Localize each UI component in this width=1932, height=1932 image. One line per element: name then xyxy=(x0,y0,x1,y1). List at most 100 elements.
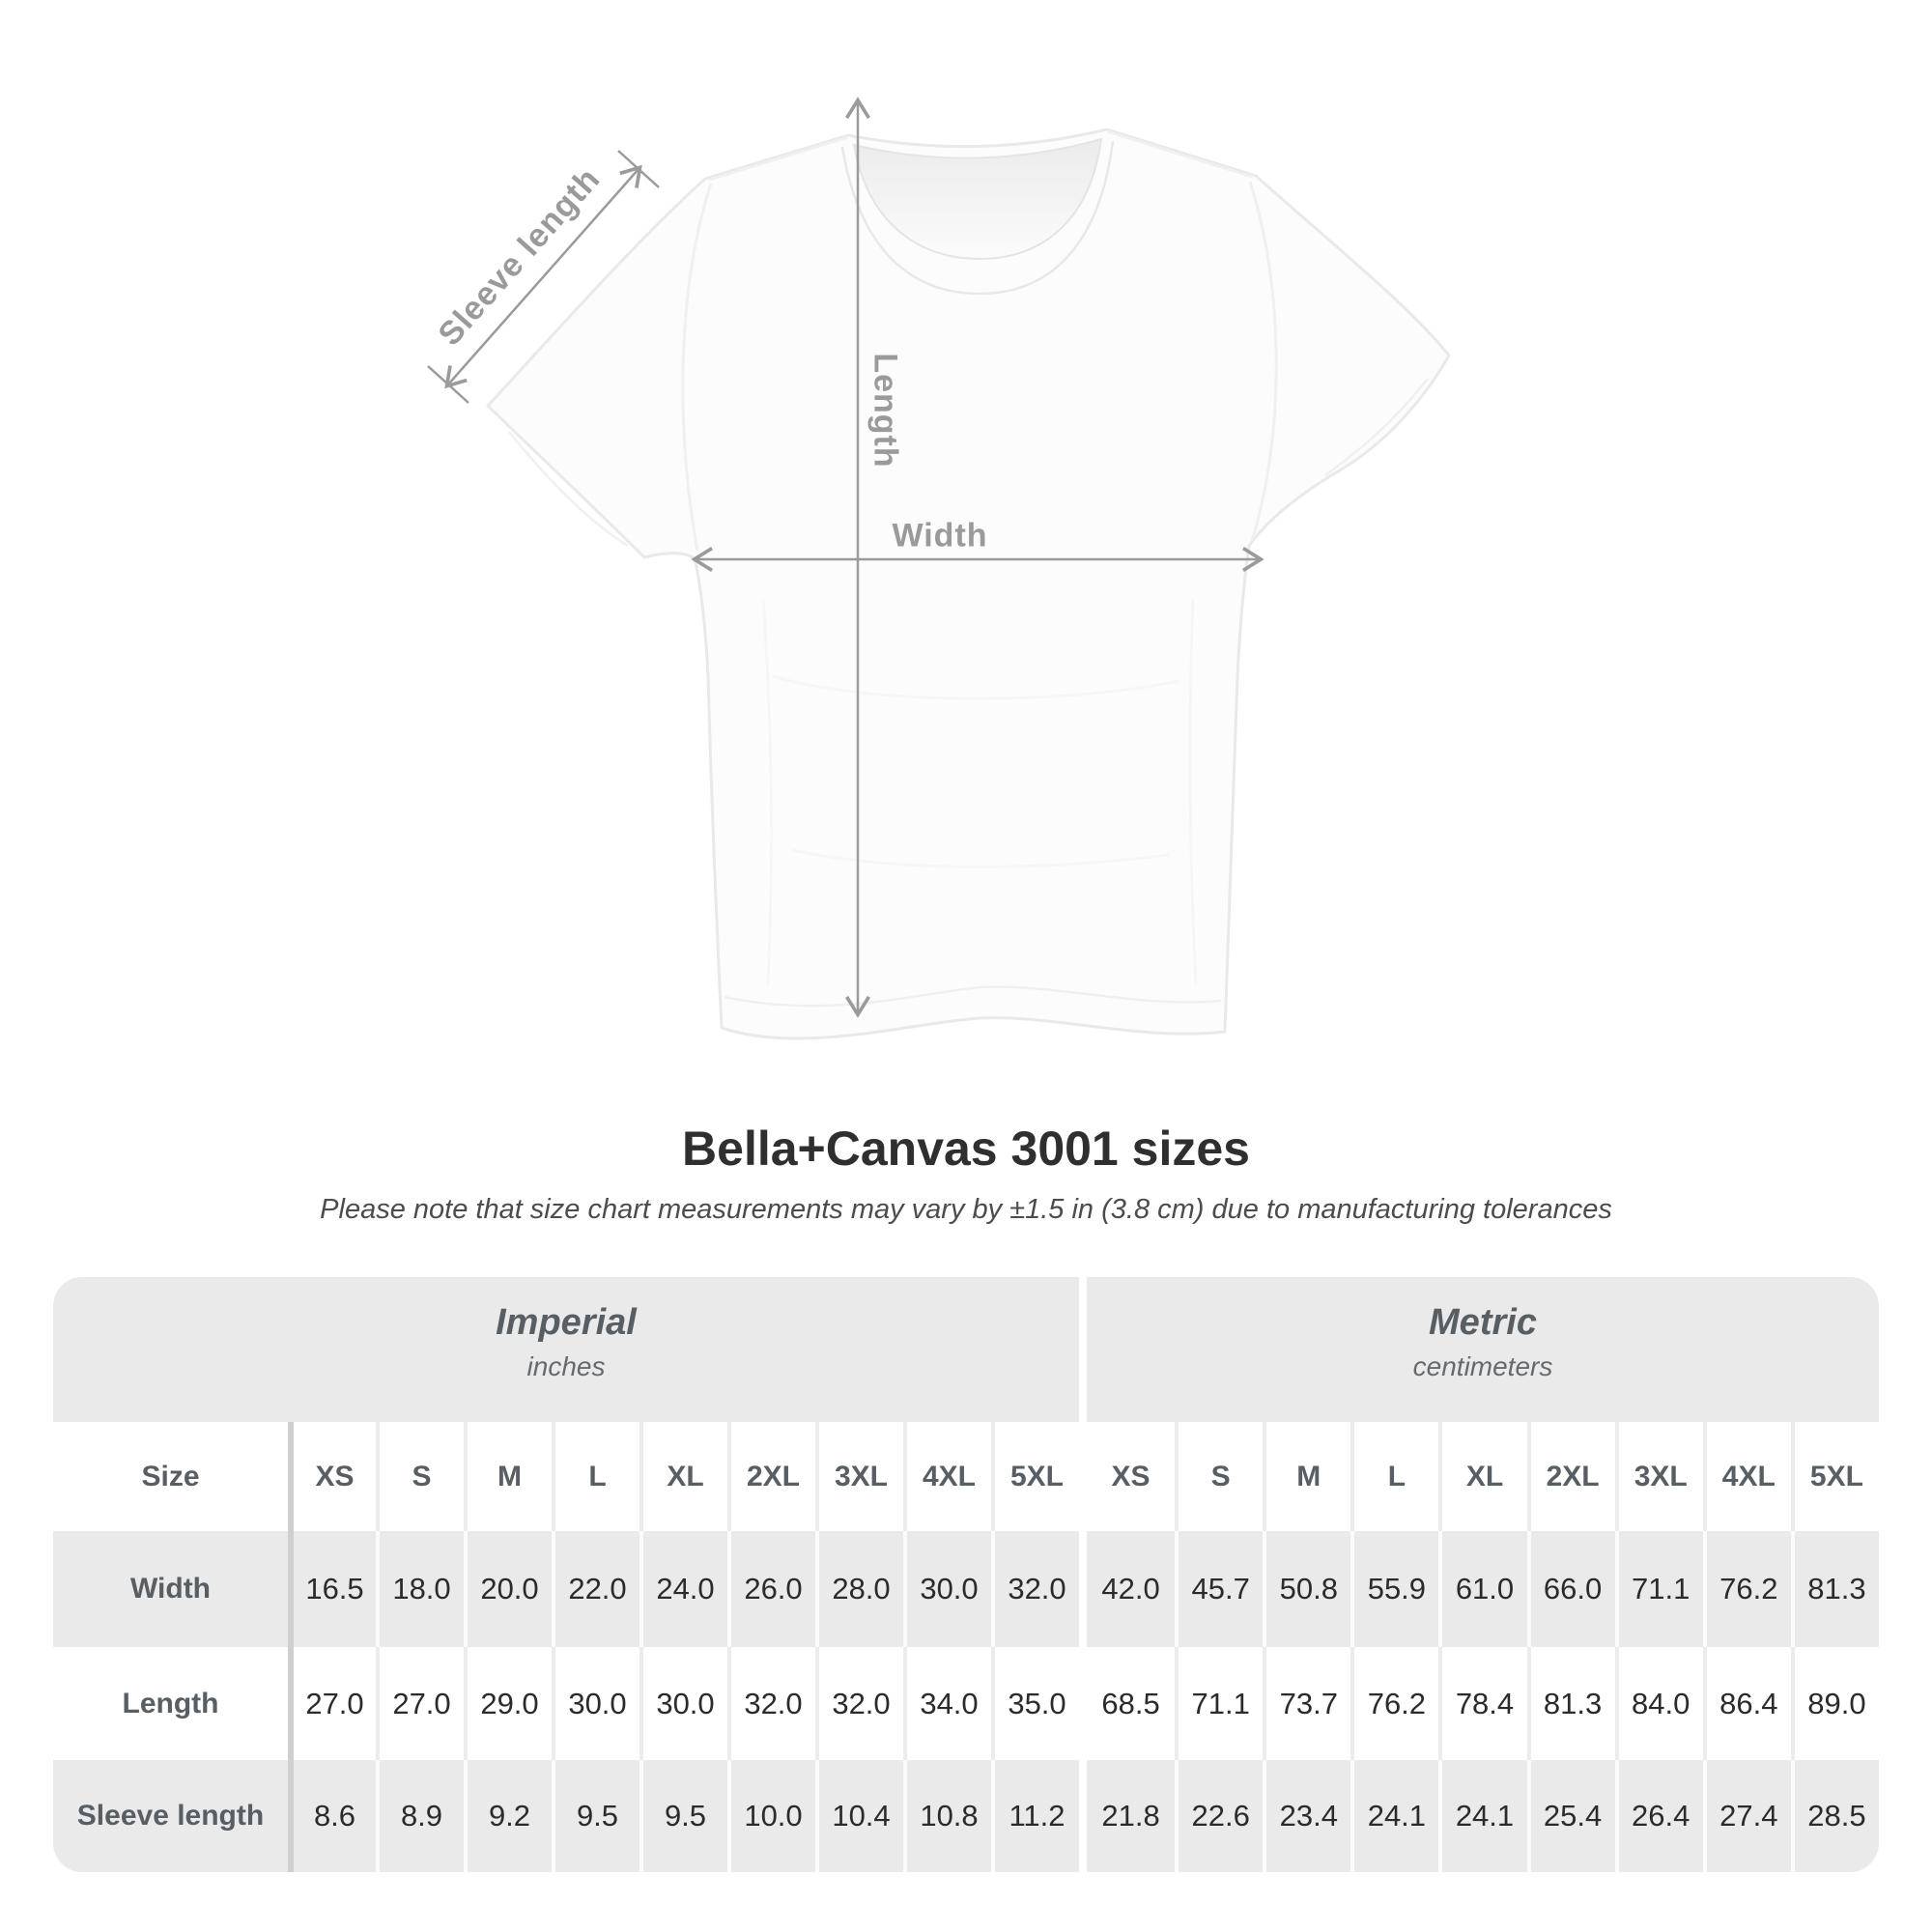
measurement-cell: 30.0 xyxy=(903,1531,991,1647)
measurement-cell: 24.1 xyxy=(1438,1760,1527,1872)
size-column-header: M xyxy=(1263,1422,1350,1531)
size-column-header: 4XL xyxy=(903,1422,991,1531)
measurement-cell: 68.5 xyxy=(1101,1686,1160,1720)
measurement-cell: 71.1 xyxy=(1175,1647,1263,1760)
group-gap xyxy=(1079,1422,1087,1531)
measurement-cell: 73.7 xyxy=(1263,1647,1350,1760)
measurement-cell: 22.6 xyxy=(1175,1760,1264,1872)
measurement-cell: 25.4 xyxy=(1526,1760,1615,1872)
measurement-cell: 26.4 xyxy=(1614,1760,1703,1872)
size-column-header: 5XL xyxy=(991,1422,1079,1531)
measurement-cell: 10.8 xyxy=(903,1760,991,1872)
imperial-group-unit: inches xyxy=(526,1351,606,1381)
fabric-wrinkles xyxy=(761,598,1198,986)
sleeve-length-arrow xyxy=(444,164,642,389)
measurement-cell: 10.0 xyxy=(727,1760,815,1872)
measurement-cell: 76.2 xyxy=(1702,1531,1791,1647)
measurement-cell: 34.0 xyxy=(903,1647,991,1760)
measurement-cell: 21.8 xyxy=(1087,1760,1176,1872)
size-column-header: 5XL xyxy=(1790,1422,1879,1531)
measurement-cell: 81.3 xyxy=(1790,1531,1879,1647)
measurement-cell: 32.0 xyxy=(815,1647,903,1760)
measurement-cell: 30.0 xyxy=(639,1647,727,1760)
measurement-cell: 86.4 xyxy=(1702,1647,1791,1760)
sleeve-arrow-end-tick xyxy=(617,150,660,188)
neck-opening xyxy=(852,137,1103,261)
measurement-cell: 45.7 xyxy=(1175,1531,1264,1647)
measurement-cell: 81.3 xyxy=(1526,1647,1615,1760)
measurement-cell: 24.1 xyxy=(1350,1760,1439,1872)
measurement-cell: 9.5 xyxy=(639,1760,727,1872)
measurement-cell: 23.4 xyxy=(1263,1760,1351,1872)
row-label: Width xyxy=(53,1531,288,1647)
group-gap xyxy=(1079,1531,1087,1647)
measurement-cell: 42.0 xyxy=(1087,1531,1176,1647)
size-column-header: XL xyxy=(1438,1422,1526,1531)
size-column-header: 2XL xyxy=(1526,1422,1615,1531)
measurement-cell: 16.5 xyxy=(288,1531,376,1647)
size-column-header: 3XL xyxy=(815,1422,903,1531)
size-column-header: 2XL xyxy=(727,1422,815,1531)
tshirt-graphic xyxy=(427,97,1451,1040)
size-column-header: XS xyxy=(1111,1460,1151,1492)
measurement-cell: 27.0 xyxy=(288,1647,376,1760)
measurement-cell: 32.0 xyxy=(991,1531,1079,1647)
measurement-cell: 30.0 xyxy=(552,1647,639,1760)
measurement-cell: 76.2 xyxy=(1350,1647,1438,1760)
measurement-cell: 32.0 xyxy=(727,1647,815,1760)
measurement-cell: 50.8 xyxy=(1263,1531,1351,1647)
group-gap xyxy=(1079,1647,1087,1760)
measurement-cell: 26.0 xyxy=(727,1531,815,1647)
measurement-cell: 9.2 xyxy=(464,1760,552,1872)
size-column-header: 4XL xyxy=(1702,1422,1791,1531)
imperial-group-title: Imperial xyxy=(496,1302,637,1343)
measurement-cell: 8.6 xyxy=(288,1760,376,1872)
measurement-cell: 66.0 xyxy=(1526,1531,1615,1647)
imperial-group-header: Imperial inches xyxy=(53,1277,1079,1422)
measurement-cell: 84.0 xyxy=(1614,1647,1703,1760)
measurement-cell: 24.0 xyxy=(639,1531,727,1647)
shirt-seams xyxy=(508,129,1429,1008)
measurement-cell: 18.0 xyxy=(376,1531,464,1647)
measurement-cell: 35.0 xyxy=(991,1647,1079,1760)
dimension-arrows xyxy=(427,97,1264,1018)
measurement-cell: 71.1 xyxy=(1614,1531,1703,1647)
length-label: Length xyxy=(867,353,904,469)
size-column-header: L xyxy=(552,1422,639,1531)
measurement-cell: 27.0 xyxy=(376,1647,464,1760)
measurement-cell: 89.0 xyxy=(1790,1647,1879,1760)
measurement-cell: 55.9 xyxy=(1350,1531,1439,1647)
metric-group-title: Metric xyxy=(1429,1302,1537,1343)
size-column-header: L xyxy=(1350,1422,1438,1531)
measurement-cell: 11.2 xyxy=(991,1760,1079,1872)
measurement-cell: 29.0 xyxy=(464,1647,552,1760)
measurement-cell: 10.4 xyxy=(815,1760,903,1872)
size-table: Imperial inches Metric centimeters Size X… xyxy=(53,1277,1879,1872)
measurement-cell: 20.0 xyxy=(464,1531,552,1647)
page-title: Bella+Canvas 3001 sizes xyxy=(682,1122,1250,1176)
row-label: Sleeve length xyxy=(53,1760,288,1872)
measurement-cell: 22.0 xyxy=(552,1531,639,1647)
measurement-cell: 28.5 xyxy=(1790,1760,1879,1872)
sleeve-arrow-start-tick xyxy=(427,365,469,404)
size-column-header: XL xyxy=(639,1422,727,1531)
size-column-header: S xyxy=(1175,1422,1263,1531)
size-column-header: XS xyxy=(288,1422,376,1531)
size-column-header: S xyxy=(376,1422,464,1531)
measurement-cell: 61.0 xyxy=(1438,1531,1527,1647)
metric-group-header: Metric centimeters xyxy=(1087,1277,1879,1422)
measurement-cell: 78.4 xyxy=(1438,1647,1526,1760)
size-column-header: 3XL xyxy=(1614,1422,1703,1531)
group-gap xyxy=(1079,1760,1087,1872)
size-corner-label: Size xyxy=(141,1460,200,1492)
width-label: Width xyxy=(892,517,988,554)
measurement-cell: 8.9 xyxy=(376,1760,464,1872)
metric-group-unit: centimeters xyxy=(1412,1351,1553,1381)
tolerance-note: Please note that size chart measurements… xyxy=(320,1194,1612,1225)
size-column-header: M xyxy=(464,1422,552,1531)
size-table-grid: Size XS S M L XL 2XL 3XL 4XL 5XL XS S M L XL 2XL 3XL 4XL 5… xyxy=(53,1422,1879,1872)
row-label: Length xyxy=(122,1687,219,1719)
measurement-cell: 9.5 xyxy=(552,1760,639,1872)
measurement-cell: 28.0 xyxy=(815,1531,903,1647)
